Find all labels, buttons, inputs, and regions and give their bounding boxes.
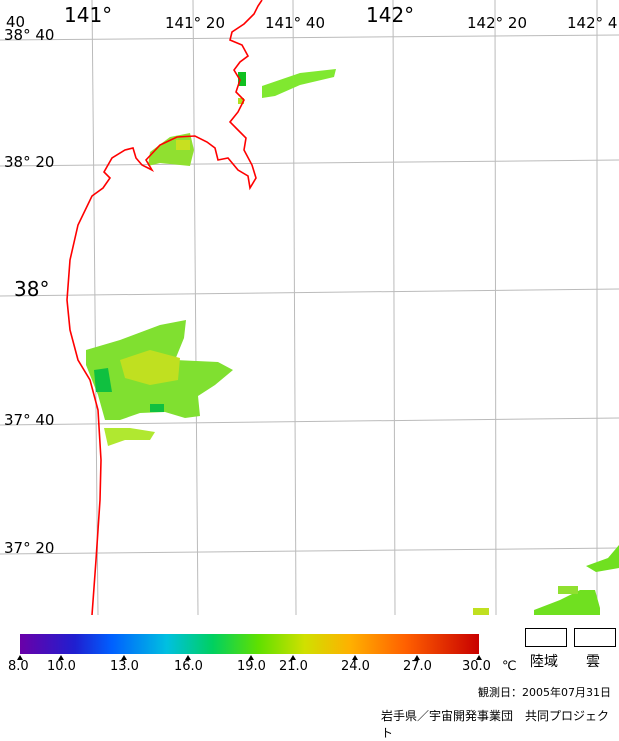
sst-patch-central-cool-2 [150,404,164,412]
tick-mark [248,655,254,660]
sst-patch-se-3 [473,608,489,615]
parallel-37-40 [0,417,619,426]
meridian-141-40 [292,0,297,616]
parallel-38-20 [0,159,619,167]
sst-patch-north-1 [262,69,336,98]
lat-label-38-40: 38° 40 [4,26,55,44]
tick-label-19: 19.0 [237,659,266,674]
land-legend-label: 陸域 [530,654,558,670]
graticule [0,0,619,616]
land-legend-box [525,628,567,647]
lon-label-141-40: 141° 40 [265,14,325,32]
tick-label-27: 27.0 [403,659,432,674]
lat-label-37-20: 37° 20 [4,539,55,557]
lat-label-38-20: 38° 20 [4,153,55,171]
lon-label-142: 142° [366,3,415,27]
parallel-37-20 [0,547,619,555]
lat-label-37-40: 37° 40 [4,411,55,429]
meridian-142 [392,0,396,616]
sst-map [0,0,619,616]
parallel-38-40 [0,34,619,41]
coastline [66,0,263,616]
tick-mark [121,655,127,660]
sst-patch-north-2 [238,72,246,86]
sst-patch-bay-3 [238,98,244,104]
lon-label-141-20: 141° 20 [165,14,225,32]
lon-label-142-20: 142° 20 [467,14,527,32]
tick-mark [185,655,191,660]
parallel-38 [0,288,619,297]
tick-mark [290,655,296,660]
lat-label-38: 38° [14,277,50,301]
observation-date: 観測日：2005年07月31日 [478,686,611,699]
tick-mark [58,655,64,660]
cloud-legend-label: 雲 [586,654,600,670]
lon-label-141: 141° [64,3,113,27]
unit-label: ℃ [502,659,517,674]
sst-patch-bay-2 [176,140,190,150]
tick-label-13: 13.0 [110,659,139,674]
sst-patch-central-warm [120,350,180,385]
sst-pixels [86,69,619,615]
tick-label-30: 30.0 [462,659,491,674]
tick-label-21: 21.0 [279,659,308,674]
temperature-colorbar [20,634,479,654]
sst-patch-se-4 [558,586,578,594]
tick-mark [414,655,420,660]
sst-patch-tail [104,428,155,446]
cloud-legend-box [574,628,616,647]
corner-label: 40 [6,13,26,31]
tick-label-8: 8.0 [8,659,29,674]
meridian-142-20 [494,0,497,616]
sst-patch-central-cool [94,368,112,392]
tick-mark [352,655,358,660]
sst-patch-se-2 [586,545,619,572]
credit-text: 岩手県／宇宙開発事業団 共同プロジェクト [381,709,610,740]
tick-mark [17,655,23,660]
tick-label-24: 24.0 [341,659,370,674]
tick-label-16: 16.0 [174,659,203,674]
tick-label-10: 10.0 [47,659,76,674]
sst-patch-se-1 [534,590,600,615]
meridian-141 [91,0,99,616]
tick-mark [476,655,482,660]
meridian-141-20 [192,0,199,616]
lon-label-142-40: 142° 4 [567,14,618,32]
